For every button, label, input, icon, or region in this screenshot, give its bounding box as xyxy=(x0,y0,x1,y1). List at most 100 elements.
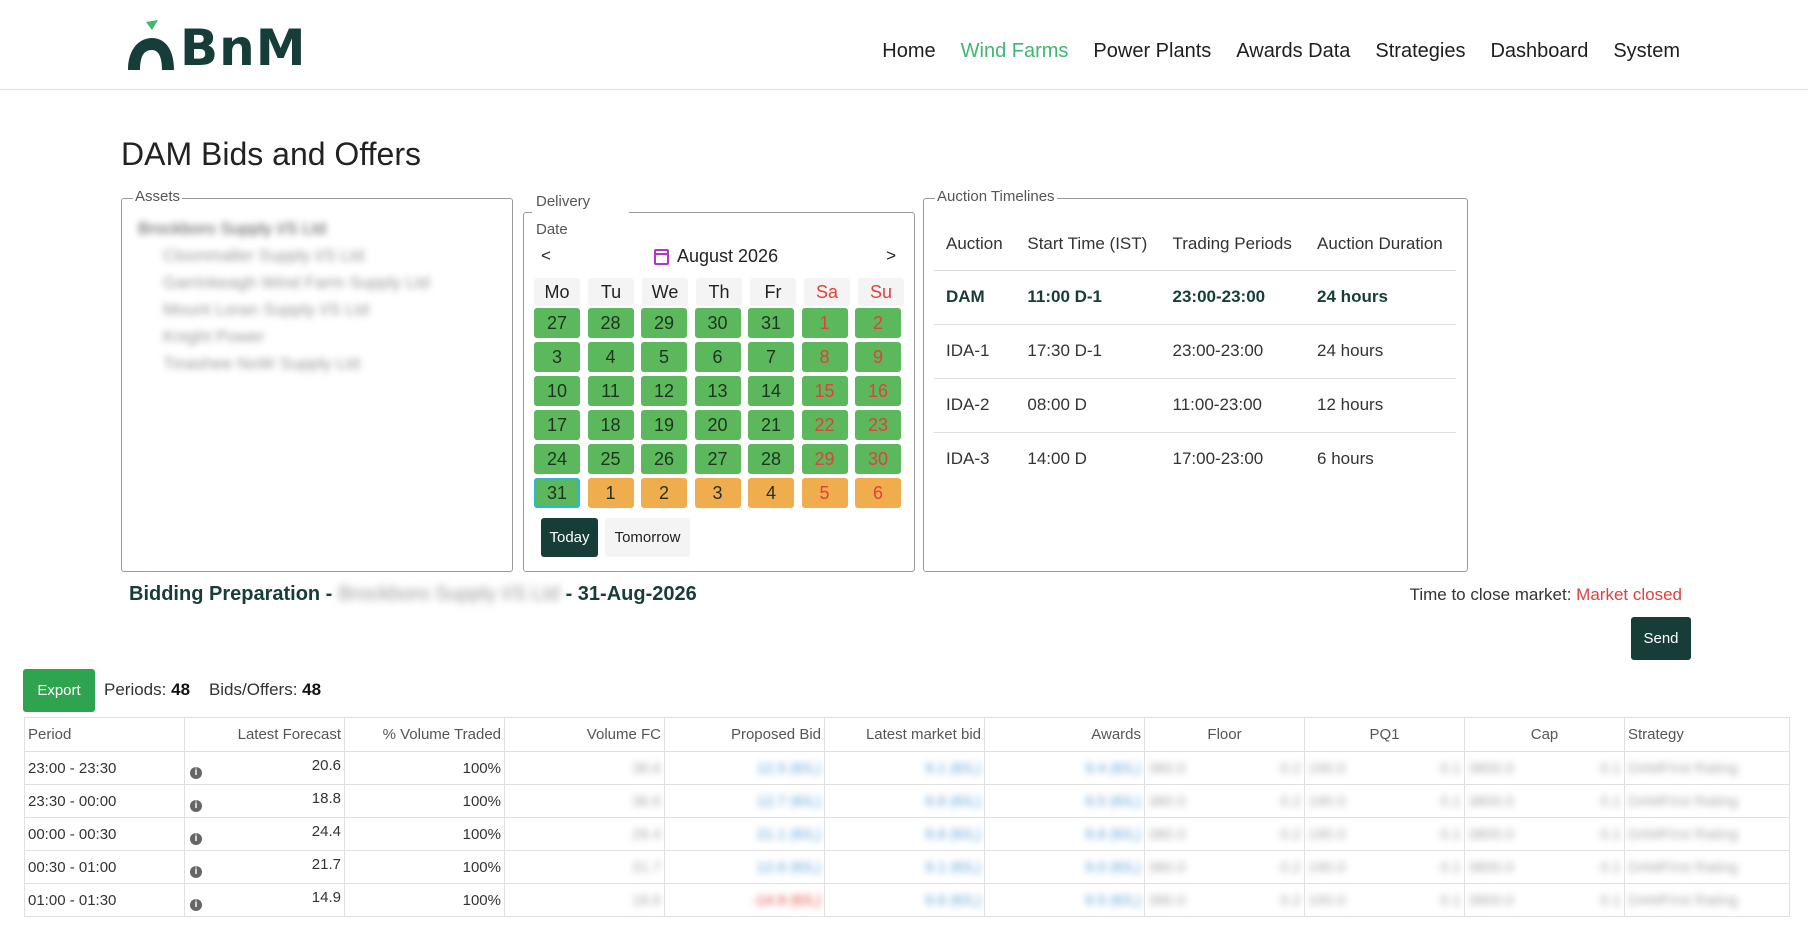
calendar-day[interactable]: 11 xyxy=(587,376,634,406)
floor-cell[interactable]: 380.0 0.2 xyxy=(1144,751,1305,785)
cap-cell[interactable]: 3800.0 0.1 xyxy=(1464,817,1625,851)
floor-cell[interactable]: 380.0 0.2 xyxy=(1144,817,1305,851)
calendar-day[interactable]: 21 xyxy=(748,410,794,440)
info-icon[interactable]: i xyxy=(190,866,202,878)
calendar-day[interactable]: 30 xyxy=(855,444,901,474)
calendar-day[interactable]: 25 xyxy=(587,444,634,474)
today-button[interactable]: Today xyxy=(541,518,598,557)
calendar-day[interactable]: 31 xyxy=(534,478,580,508)
calendar-day[interactable]: 22 xyxy=(801,410,848,440)
calendar-day[interactable]: 29 xyxy=(801,444,848,474)
pq1-cell[interactable]: 190.0 0.1 xyxy=(1304,784,1465,818)
info-icon[interactable]: i xyxy=(190,767,202,779)
proposed-bid-cell[interactable]: -14.9 (€/L) xyxy=(664,883,825,917)
nav-dashboard[interactable]: Dashboard xyxy=(1490,40,1589,62)
calendar-day[interactable]: 1 xyxy=(801,308,848,338)
calendar-day[interactable]: 15 xyxy=(801,376,848,406)
send-button[interactable]: Send xyxy=(1631,617,1691,660)
brand-logo[interactable]: BnM xyxy=(124,18,305,74)
info-icon[interactable]: i xyxy=(190,833,202,845)
info-icon[interactable]: i xyxy=(190,899,202,911)
column-header[interactable]: Floor xyxy=(1144,717,1305,752)
asset-item[interactable]: Cloonmaller Supply I/S Ltd xyxy=(163,246,365,265)
column-header[interactable]: Proposed Bid xyxy=(664,717,825,752)
calendar-day[interactable]: 13 xyxy=(694,376,741,406)
column-header[interactable]: Period xyxy=(24,717,185,752)
floor-cell[interactable]: 380.0 0.2 xyxy=(1144,784,1305,818)
column-header[interactable]: Latest Forecast xyxy=(184,717,345,752)
calendar-next-button[interactable]: > xyxy=(886,246,896,265)
nav-strategies[interactable]: Strategies xyxy=(1375,40,1466,62)
calendar-month-title[interactable]: August 2026 xyxy=(654,246,778,267)
column-header[interactable]: Cap xyxy=(1464,717,1625,752)
calendar-day[interactable]: 3 xyxy=(694,478,741,508)
table-row[interactable]: 00:30 - 01:00 i 21.7 100% 31.7 12.6 (€/L) 9.1 … xyxy=(24,850,1790,884)
info-icon[interactable]: i xyxy=(190,800,202,812)
proposed-bid-cell[interactable]: 12.5 (€/L) xyxy=(664,751,825,785)
column-header[interactable]: PQ1 xyxy=(1304,717,1465,752)
table-row[interactable]: 00:00 - 00:30 i 24.4 100% 28.4 21.1 (€/L) 9.6 … xyxy=(24,817,1790,851)
tomorrow-button[interactable]: Tomorrow xyxy=(605,518,690,557)
export-button[interactable]: Export xyxy=(23,669,95,712)
nav-wind-farms[interactable]: Wind Farms xyxy=(960,40,1069,62)
calendar-day[interactable]: 26 xyxy=(641,444,687,474)
calendar-day[interactable]: 31 xyxy=(748,308,794,338)
floor-cell[interactable]: 380.0 0.2 xyxy=(1144,850,1305,884)
pq1-cell[interactable]: 190.0 0.1 xyxy=(1304,817,1465,851)
proposed-bid-cell[interactable]: 12.6 (€/L) xyxy=(664,850,825,884)
strategy-cell[interactable]: DAMFirst Rating xyxy=(1624,784,1790,818)
cap-cell[interactable]: 3800.0 0.1 xyxy=(1464,850,1625,884)
nav-home[interactable]: Home xyxy=(882,40,936,62)
calendar-day[interactable]: 14 xyxy=(748,376,794,406)
calendar-day[interactable]: 6 xyxy=(694,342,741,372)
calendar-day[interactable]: 5 xyxy=(801,478,848,508)
pq1-cell[interactable]: 190.0 0.1 xyxy=(1304,883,1465,917)
calendar-day[interactable]: 9 xyxy=(855,342,901,372)
proposed-bid-cell[interactable]: 12.7 (€/L) xyxy=(664,784,825,818)
cap-cell[interactable]: 3800.0 0.1 xyxy=(1464,751,1625,785)
calendar-day[interactable]: 27 xyxy=(694,444,741,474)
pq1-cell[interactable]: 190.0 0.1 xyxy=(1304,751,1465,785)
calendar-day[interactable]: 10 xyxy=(534,376,580,406)
cap-cell[interactable]: 3800.0 0.1 xyxy=(1464,883,1625,917)
calendar-day[interactable]: 2 xyxy=(855,308,901,338)
calendar-day[interactable]: 12 xyxy=(641,376,687,406)
column-header[interactable]: Volume FC xyxy=(504,717,665,752)
strategy-cell[interactable]: DAMFirst Rating xyxy=(1624,751,1790,785)
calendar-day[interactable]: 4 xyxy=(748,478,794,508)
column-header[interactable]: Latest market bid xyxy=(824,717,985,752)
strategy-cell[interactable]: DAMFirst Rating xyxy=(1624,883,1790,917)
asset-item[interactable]: Mount Loran Supply I/S Ltd xyxy=(163,300,370,319)
nav-power-plants[interactable]: Power Plants xyxy=(1093,40,1212,62)
strategy-cell[interactable]: DAMFirst Rating xyxy=(1624,817,1790,851)
calendar-day[interactable]: 20 xyxy=(694,410,741,440)
table-row[interactable]: 23:30 - 00:00 i 18.8 100% 38.6 12.7 (€/L) 9.6 … xyxy=(24,784,1790,818)
calendar-day[interactable]: 28 xyxy=(748,444,794,474)
column-header[interactable]: % Volume Traded xyxy=(344,717,505,752)
asset-item[interactable]: Tinashee NoW Supply Ltd xyxy=(163,354,360,373)
calendar-day[interactable]: 28 xyxy=(587,308,634,338)
calendar-prev-button[interactable]: < xyxy=(541,246,551,265)
calendar-day[interactable]: 16 xyxy=(855,376,901,406)
pq1-cell[interactable]: 190.0 0.1 xyxy=(1304,850,1465,884)
calendar-day[interactable]: 23 xyxy=(855,410,901,440)
calendar-day[interactable]: 3 xyxy=(534,342,580,372)
calendar-day[interactable]: 6 xyxy=(855,478,901,508)
strategy-cell[interactable]: DAMFirst Rating xyxy=(1624,850,1790,884)
calendar-day[interactable]: 5 xyxy=(641,342,687,372)
calendar-day[interactable]: 17 xyxy=(534,410,580,440)
nav-system[interactable]: System xyxy=(1613,40,1680,62)
calendar-day[interactable]: 2 xyxy=(641,478,687,508)
asset-item[interactable]: Brockboro Supply I/S Ltd xyxy=(138,219,327,238)
table-row[interactable]: 01:00 - 01:30 i 14.9 100% 18.6 -14.9 (€/L) 9.6… xyxy=(24,883,1790,917)
calendar-day[interactable]: 18 xyxy=(587,410,634,440)
calendar-day[interactable]: 8 xyxy=(801,342,848,372)
proposed-bid-cell[interactable]: 21.1 (€/L) xyxy=(664,817,825,851)
column-header[interactable]: Strategy xyxy=(1624,717,1790,752)
table-row[interactable]: 23:00 - 23:30 i 20.6 100% 38.6 12.5 (€/L) 9.1 … xyxy=(24,751,1790,785)
nav-awards-data[interactable]: Awards Data xyxy=(1236,40,1351,62)
asset-item[interactable]: Knight Power xyxy=(163,327,265,346)
calendar-day[interactable]: 19 xyxy=(641,410,687,440)
calendar-day[interactable]: 30 xyxy=(694,308,741,338)
calendar-day[interactable]: 7 xyxy=(748,342,794,372)
